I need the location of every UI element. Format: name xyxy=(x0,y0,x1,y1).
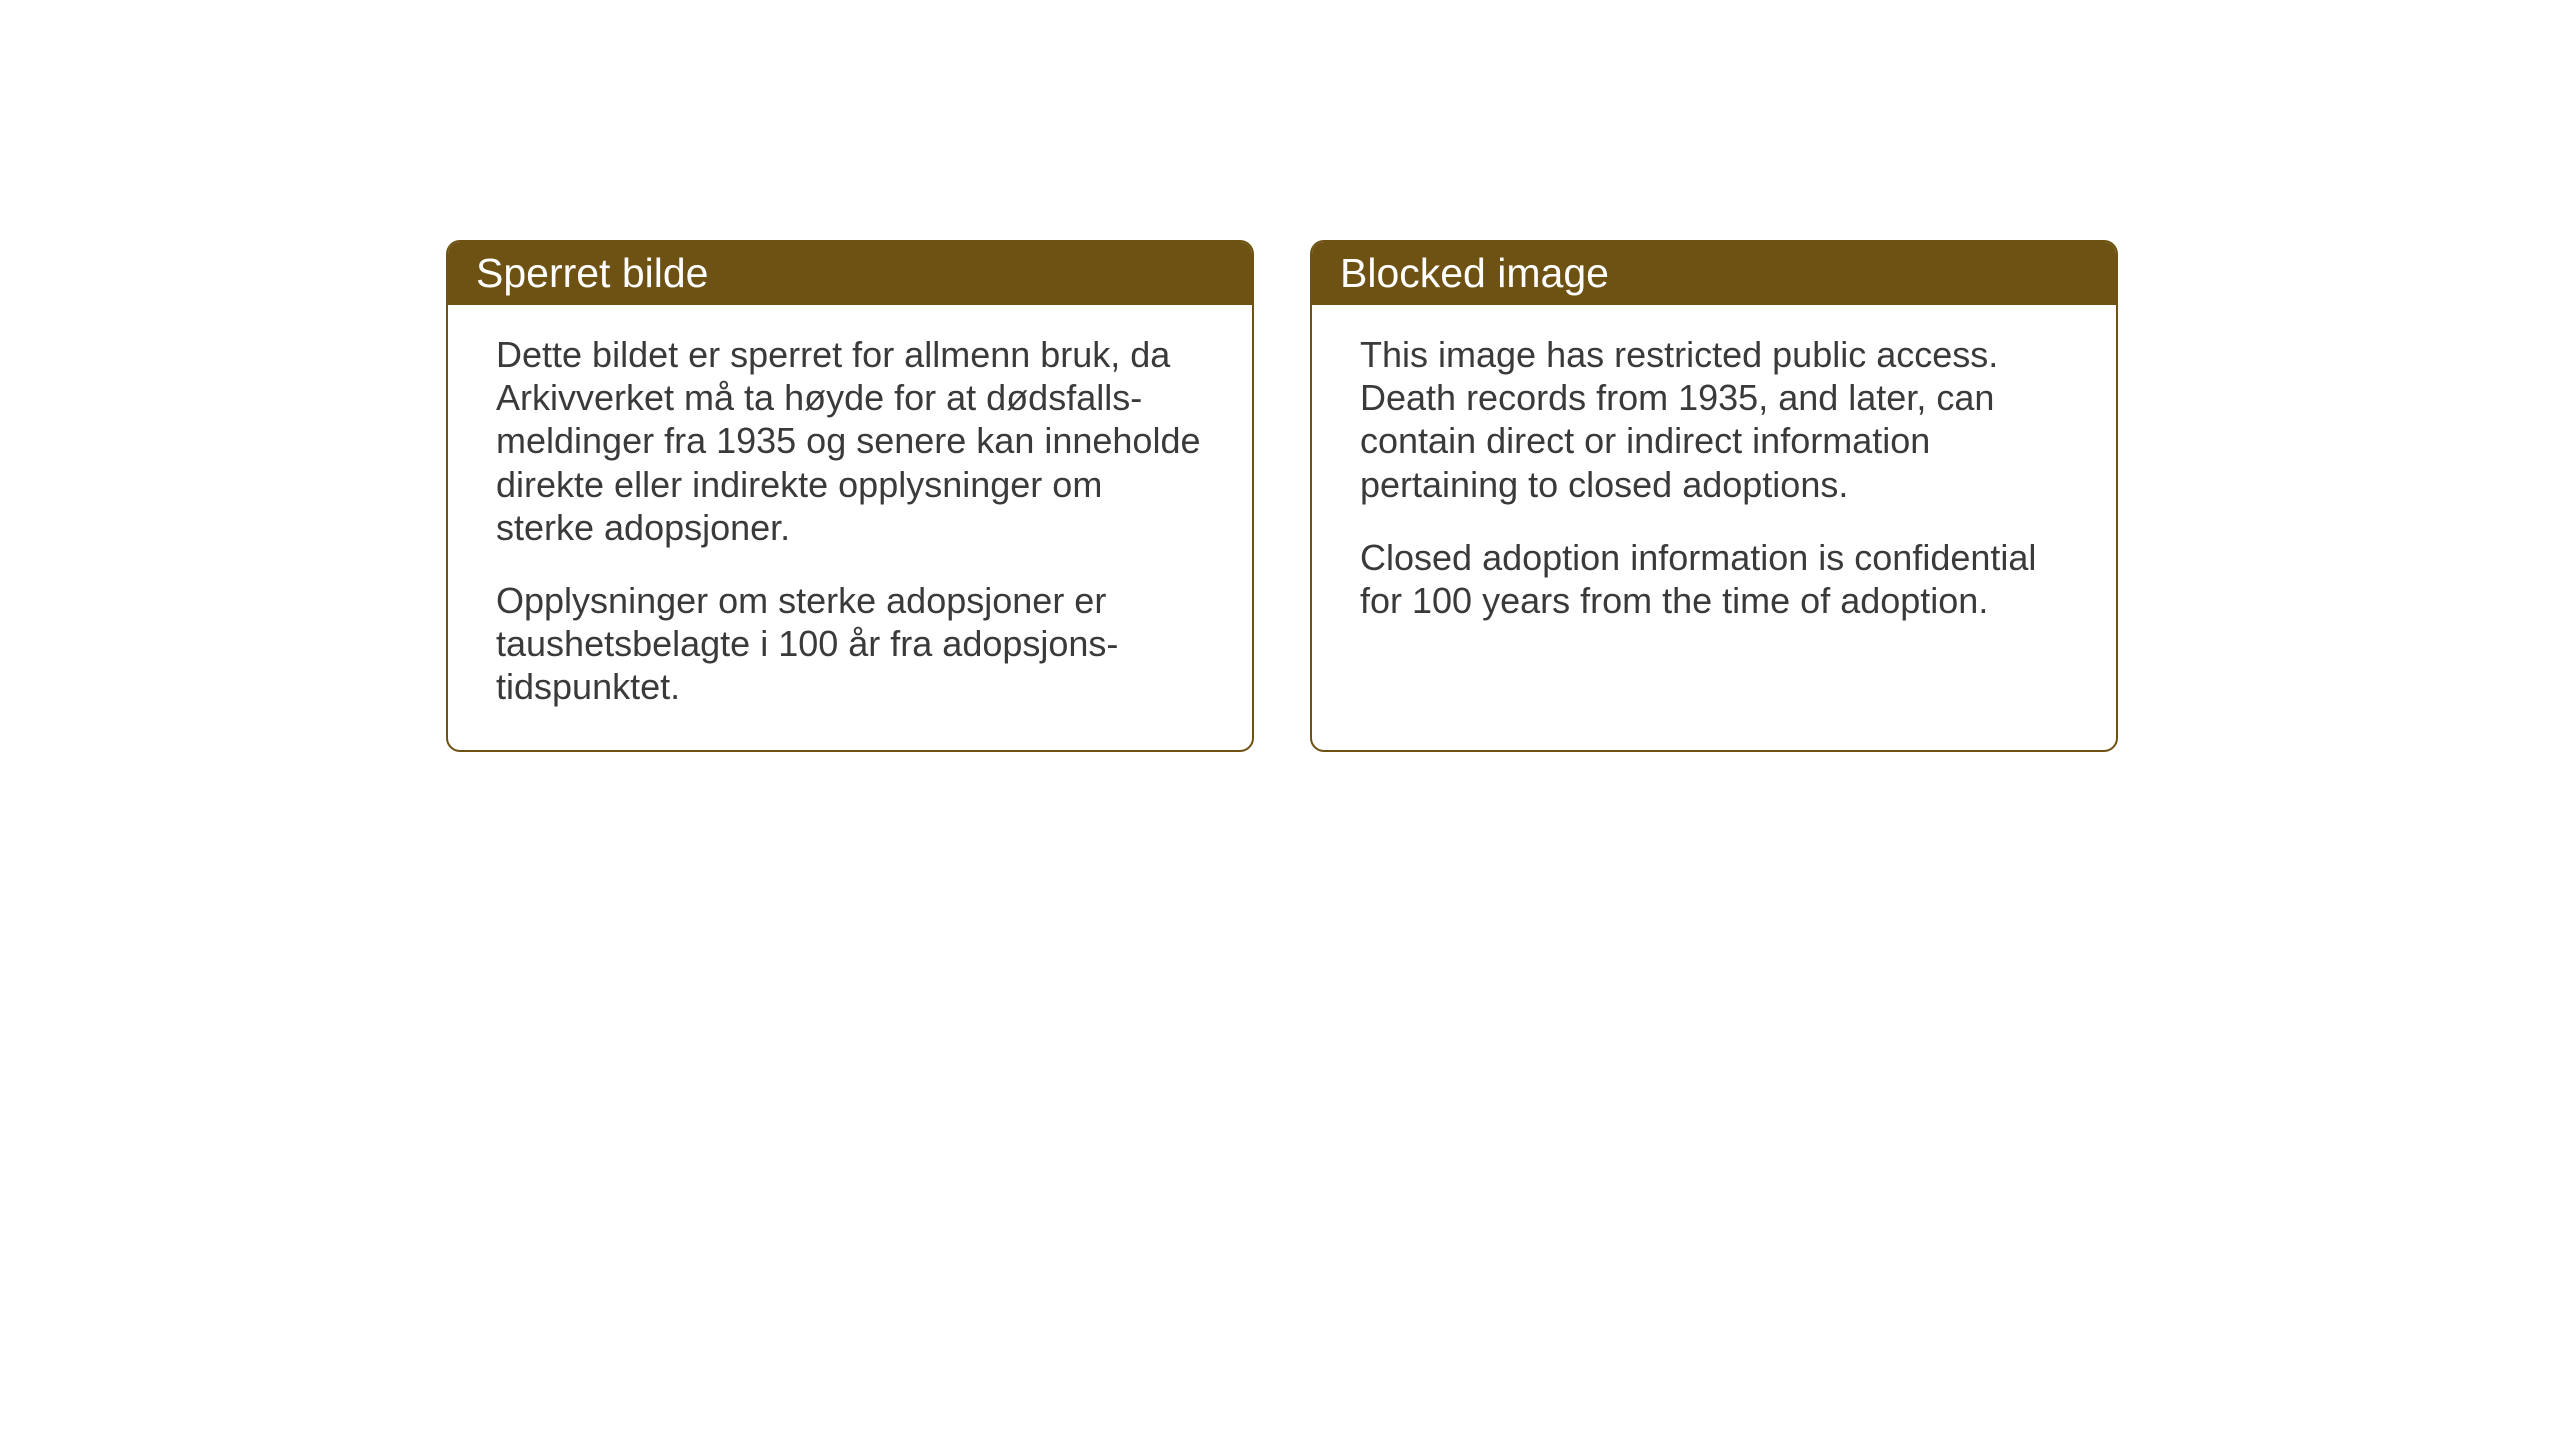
notice-card-norwegian: Sperret bilde Dette bildet er sperret fo… xyxy=(446,240,1254,752)
card-title: Blocked image xyxy=(1340,250,1609,296)
card-paragraph-2: Opplysninger om sterke adopsjoner er tau… xyxy=(496,579,1204,709)
card-paragraph-1: This image has restricted public access.… xyxy=(1360,333,2068,506)
card-title: Sperret bilde xyxy=(476,250,708,296)
card-header-norwegian: Sperret bilde xyxy=(448,242,1252,305)
card-body-english: This image has restricted public access.… xyxy=(1312,305,2116,660)
card-header-english: Blocked image xyxy=(1312,242,2116,305)
card-paragraph-1: Dette bildet er sperret for allmenn bruk… xyxy=(496,333,1204,549)
notice-container: Sperret bilde Dette bildet er sperret fo… xyxy=(446,240,2118,752)
notice-card-english: Blocked image This image has restricted … xyxy=(1310,240,2118,752)
card-body-norwegian: Dette bildet er sperret for allmenn bruk… xyxy=(448,305,1252,747)
card-paragraph-2: Closed adoption information is confident… xyxy=(1360,536,2068,622)
